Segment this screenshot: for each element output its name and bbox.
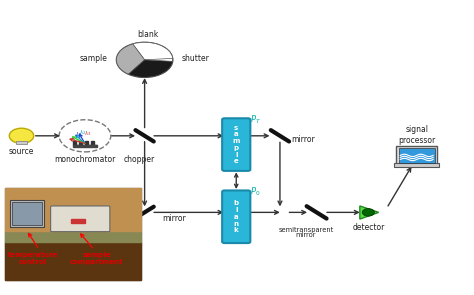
Polygon shape xyxy=(71,219,85,224)
Polygon shape xyxy=(5,188,141,231)
FancyBboxPatch shape xyxy=(12,202,42,225)
Polygon shape xyxy=(360,206,379,219)
FancyBboxPatch shape xyxy=(10,200,44,227)
Text: sample: sample xyxy=(80,54,108,63)
Circle shape xyxy=(117,42,173,77)
Polygon shape xyxy=(5,242,141,280)
Text: semitransparent: semitransparent xyxy=(278,227,333,233)
FancyBboxPatch shape xyxy=(396,146,437,164)
Polygon shape xyxy=(85,141,88,145)
Text: shutter: shutter xyxy=(181,54,209,63)
Text: source: source xyxy=(9,148,34,157)
Wedge shape xyxy=(133,42,173,60)
Text: b
l
a
n
k: b l a n k xyxy=(234,200,239,233)
FancyBboxPatch shape xyxy=(51,206,110,232)
Text: $P_0$: $P_0$ xyxy=(250,186,260,198)
Text: $P_T$: $P_T$ xyxy=(250,113,261,126)
Polygon shape xyxy=(5,231,141,242)
FancyBboxPatch shape xyxy=(16,141,27,144)
Polygon shape xyxy=(79,141,82,145)
Text: blank: blank xyxy=(138,30,159,39)
FancyBboxPatch shape xyxy=(399,148,435,163)
Circle shape xyxy=(362,209,374,216)
Text: sample
compartment: sample compartment xyxy=(70,252,124,265)
Polygon shape xyxy=(73,145,97,147)
Text: detector: detector xyxy=(353,224,385,232)
Text: s
a
m
p
l
e: s a m p l e xyxy=(233,125,240,164)
Text: $\lambda_1$: $\lambda_1$ xyxy=(75,130,82,139)
Text: $\lambda_2$: $\lambda_2$ xyxy=(79,128,86,137)
Polygon shape xyxy=(91,141,94,145)
FancyBboxPatch shape xyxy=(222,118,250,171)
Text: mirror: mirror xyxy=(292,135,315,144)
Text: mirror: mirror xyxy=(296,232,316,238)
FancyBboxPatch shape xyxy=(5,188,141,280)
Wedge shape xyxy=(117,44,145,74)
Polygon shape xyxy=(73,141,76,145)
Text: $\lambda_3$: $\lambda_3$ xyxy=(83,130,91,138)
Circle shape xyxy=(59,120,111,152)
FancyBboxPatch shape xyxy=(394,163,439,167)
Text: signal
processor: signal processor xyxy=(399,125,436,145)
Text: temperature
control: temperature control xyxy=(8,252,58,265)
Wedge shape xyxy=(128,60,173,77)
FancyBboxPatch shape xyxy=(222,191,250,243)
Text: mirror: mirror xyxy=(163,214,186,223)
Circle shape xyxy=(9,128,34,143)
Text: monochromator: monochromator xyxy=(54,155,116,164)
Text: chopper: chopper xyxy=(123,155,155,164)
